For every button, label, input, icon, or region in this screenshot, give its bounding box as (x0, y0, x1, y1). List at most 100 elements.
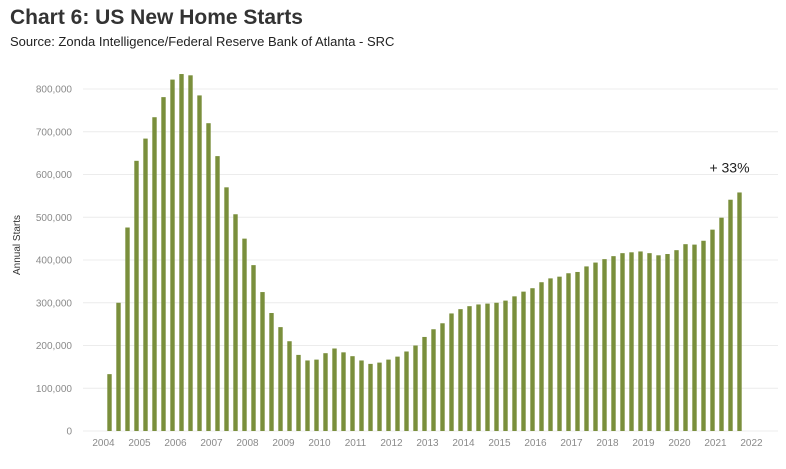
bar (530, 288, 535, 431)
x-tick-label: 2016 (524, 438, 547, 449)
bar (692, 244, 697, 431)
bar (197, 95, 202, 431)
bar (593, 262, 598, 431)
bar (206, 123, 211, 431)
bar (638, 251, 643, 431)
bar (575, 271, 580, 431)
x-tick-label: 2004 (92, 438, 115, 449)
bar (584, 266, 589, 431)
bar (413, 345, 418, 431)
bar (467, 306, 472, 431)
growth-annotation: + 33% (709, 159, 749, 175)
bar (566, 273, 571, 431)
bar (386, 359, 391, 431)
bar (116, 302, 121, 431)
bar (332, 348, 337, 431)
bar (548, 278, 553, 431)
bar (179, 74, 184, 431)
x-tick-label: 2017 (560, 438, 583, 449)
y-tick-label: 300,000 (36, 298, 73, 309)
bar (170, 79, 175, 431)
y-tick-label: 0 (66, 427, 72, 438)
bar (620, 253, 625, 431)
bar (611, 256, 616, 431)
y-tick-label: 800,000 (36, 85, 73, 96)
x-axis-ticks: 2004 2005 2006 2007 2008 2009 2010 2011 2012 2013… (92, 438, 763, 449)
bar (314, 359, 319, 431)
bar (143, 138, 148, 431)
bar (269, 313, 274, 431)
x-tick-label: 2018 (596, 438, 619, 449)
y-tick-label: 600,000 (36, 170, 73, 181)
bar (476, 304, 481, 431)
bar (656, 255, 661, 431)
bar (647, 253, 652, 431)
bar (431, 329, 436, 431)
bar (341, 352, 346, 431)
x-tick-label: 2008 (236, 438, 259, 449)
bar (422, 336, 427, 431)
x-tick-label: 2012 (380, 438, 403, 449)
bar (134, 160, 139, 431)
x-tick-label: 2013 (416, 438, 439, 449)
x-tick-label: 2006 (164, 438, 187, 449)
page-title: Chart 6: US New Home Starts (10, 6, 303, 29)
bar (719, 217, 724, 431)
y-tick-label: 200,000 (36, 341, 73, 352)
y-tick-label: 100,000 (36, 384, 73, 395)
y-tick-label: 500,000 (36, 213, 73, 224)
bar (440, 323, 445, 431)
x-tick-label: 2010 (308, 438, 331, 449)
bar (494, 302, 499, 431)
bar (404, 351, 409, 431)
bar (701, 240, 706, 431)
bar (683, 244, 688, 431)
bar (539, 282, 544, 431)
y-axis-label: Annual Starts (12, 215, 23, 275)
bar (512, 296, 517, 431)
bar (665, 254, 670, 431)
x-tick-label: 2015 (488, 438, 511, 449)
bar (674, 250, 679, 431)
bar (629, 252, 634, 431)
bar (296, 354, 301, 431)
bar (557, 276, 562, 431)
bar (305, 360, 310, 431)
x-tick-label: 2021 (704, 438, 727, 449)
x-tick-label: 2022 (740, 438, 763, 449)
x-tick-label: 2019 (632, 438, 655, 449)
bar (251, 265, 256, 431)
bar (350, 356, 355, 431)
bar (188, 75, 193, 431)
bar (161, 97, 166, 432)
x-tick-label: 2011 (345, 438, 367, 449)
bar (485, 303, 490, 431)
gridlines (83, 88, 778, 432)
bar (152, 117, 157, 431)
bar (215, 156, 220, 431)
bar (278, 327, 283, 431)
bar (224, 187, 229, 431)
bar (728, 199, 733, 431)
bar (323, 353, 328, 431)
bar (377, 362, 382, 431)
bar (368, 363, 373, 431)
bar (233, 214, 238, 431)
bar (602, 259, 607, 431)
bar (710, 229, 715, 431)
x-tick-label: 2005 (128, 438, 151, 449)
bar (521, 291, 526, 431)
bar (242, 238, 247, 432)
x-tick-label: 2020 (668, 438, 691, 449)
bar (359, 360, 364, 431)
bar (107, 374, 112, 431)
bar (125, 227, 130, 431)
bar (737, 192, 742, 431)
bar (458, 309, 463, 431)
y-tick-label: 700,000 (36, 127, 73, 138)
y-axis-ticks: 0 100,000 200,000 300,000 400,000 500,000 600,… (36, 85, 73, 438)
bar (287, 341, 292, 431)
bar (449, 313, 454, 431)
x-tick-label: 2007 (200, 438, 223, 449)
